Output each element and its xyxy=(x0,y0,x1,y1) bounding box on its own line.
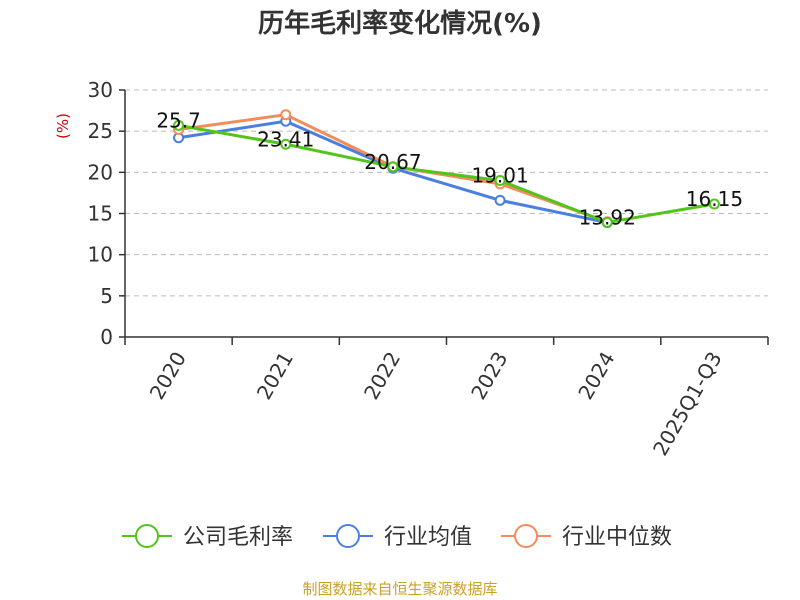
legend-label: 公司毛利率 xyxy=(183,525,293,550)
legend-label: 行业均值 xyxy=(384,525,472,550)
data-point xyxy=(280,109,292,121)
y-axis-label: (%) xyxy=(54,113,72,139)
grid-lines xyxy=(125,89,768,297)
y-tick-label: 15 xyxy=(88,202,113,226)
data-point xyxy=(387,161,399,173)
x-tick-label: 2025Q1-Q3 xyxy=(648,348,727,460)
axes xyxy=(124,90,768,338)
data-label: 19.01 xyxy=(471,163,528,187)
data-point xyxy=(280,138,292,150)
source-note: 制图数据来自恒生聚源数据库 xyxy=(302,580,497,598)
x-tick-label: 2023 xyxy=(466,348,512,404)
y-tick-label: 30 xyxy=(88,78,113,102)
series-line xyxy=(178,123,715,224)
data-label: 23.41 xyxy=(257,127,314,151)
y-tick-label: 20 xyxy=(88,160,113,184)
x-tick-label: 2021 xyxy=(252,348,298,404)
data-point xyxy=(494,174,506,186)
x-tick-label: 2022 xyxy=(359,348,405,404)
chart-title: 历年毛利率变化情况(%) xyxy=(258,8,542,39)
x-tick-label: 2020 xyxy=(145,348,191,404)
data-label: 16.15 xyxy=(686,187,743,211)
series-group xyxy=(173,109,720,229)
data-labels: 25.7 23.41 20.67 19.01 13.92 16.15 xyxy=(156,108,743,229)
legend-marker xyxy=(514,524,538,548)
data-label: 13.92 xyxy=(579,205,636,229)
x-axis-ticks: 2020 2021 2022 2023 2024 2025Q1-Q3 xyxy=(124,337,769,460)
data-point xyxy=(173,119,185,131)
y-tick-label: 10 xyxy=(88,243,113,267)
y-axis-ticks: 0 5 10 15 20 25 30 xyxy=(88,78,125,349)
legend-marker xyxy=(336,524,360,548)
legend-marker xyxy=(135,524,159,548)
legend: 公司毛利率 行业均值 行业中位数 xyxy=(122,524,672,550)
data-point xyxy=(494,194,506,206)
data-point xyxy=(708,198,720,210)
y-tick-label: 0 xyxy=(100,325,113,349)
x-tick-label: 2024 xyxy=(573,348,619,404)
data-point xyxy=(601,216,613,228)
legend-label: 行业中位数 xyxy=(562,525,672,550)
y-tick-label: 5 xyxy=(100,284,113,308)
y-tick-label: 25 xyxy=(88,119,113,143)
data-label: 20.67 xyxy=(364,150,421,174)
data-label: 25.7 xyxy=(156,108,201,132)
